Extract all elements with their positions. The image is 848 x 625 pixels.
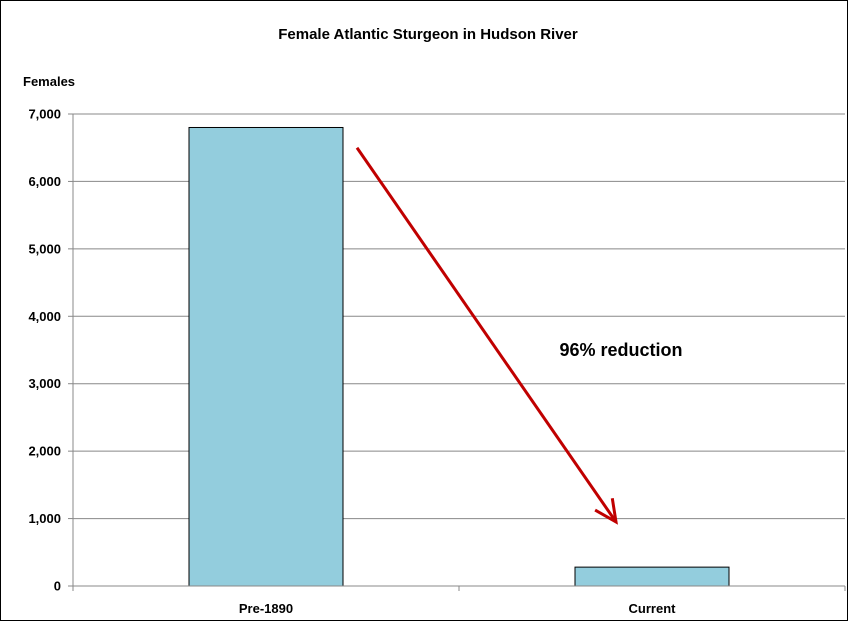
y-tick-label: 3,000 [28,376,61,391]
x-tick-labels: Pre-1890 Current [239,601,676,616]
reduction-arrow-head [594,497,618,525]
y-tick-labels: 0 1,000 2,000 3,000 4,000 5,000 6,000 7,000 [28,107,61,594]
x-tick-label: Current [629,601,677,616]
y-tick-label: 2,000 [28,444,61,459]
x-tick-label: Pre-1890 [239,601,293,616]
bars [188,126,730,587]
y-axis-label: Females [23,74,75,89]
y-tick-label: 0 [54,579,61,594]
annotation-label: 96% reduction [559,340,682,360]
bar-current [574,566,730,587]
gridlines [68,113,846,591]
y-tick-label: 7,000 [28,107,61,122]
y-tick-label: 5,000 [28,241,61,256]
annotation: 96% reduction [355,146,683,525]
chart-title: Female Atlantic Sturgeon in Hudson River [278,26,578,43]
axes [72,114,845,587]
y-tick-label: 6,000 [28,174,61,189]
y-tick-label: 4,000 [28,309,61,324]
reduction-arrow-line [355,146,618,523]
y-tick-label: 1,000 [28,511,61,526]
bar-pre-1890 [188,126,344,587]
